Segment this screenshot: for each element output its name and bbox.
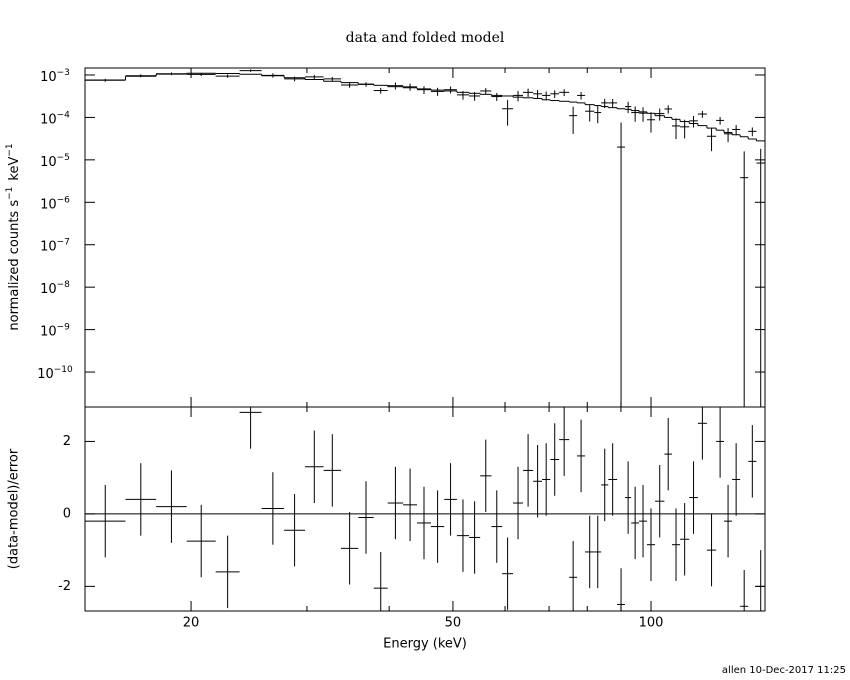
y-tick-base: 10 [40, 197, 57, 212]
x-tick-label: 20 [183, 616, 200, 631]
y-tick-label: 10−7 [40, 237, 70, 254]
y-tick-exp: −4 [57, 110, 71, 120]
residual-tick-label: 2 [63, 434, 71, 449]
chart-title: data and folded model [346, 30, 505, 46]
y-tick-base: 10 [40, 282, 57, 297]
y-tick-label: 10−3 [40, 67, 70, 84]
y-tick-exp: −5 [57, 152, 70, 162]
plot-frame [84, 67, 766, 612]
y-tick-label: 10−8 [40, 280, 70, 297]
y-tick-exp: −9 [57, 322, 71, 332]
x-axis-label: Energy (keV) [383, 637, 467, 652]
x-tick-label: 50 [445, 616, 462, 631]
y-label-text: keV [7, 157, 22, 181]
y-tick-label: 10−9 [40, 322, 70, 339]
y-tick-base: 10 [40, 324, 57, 339]
residual-tick-label: 0 [63, 506, 71, 521]
y-tick-label: 10−4 [40, 110, 70, 127]
y-tick-base: 10 [40, 239, 57, 254]
y-tick-label: 10−5 [40, 152, 70, 169]
top-panel [85, 69, 765, 407]
y-tick-base: 10 [40, 154, 57, 169]
residual-panel [85, 407, 765, 611]
y-tick-base: 10 [40, 112, 57, 127]
residual-tick-label: -2 [58, 579, 71, 594]
y-tick-label: 10−10 [37, 365, 73, 382]
y-tick-label: 10−6 [40, 195, 70, 212]
y-tick-base: 10 [40, 69, 57, 84]
y-label-text: normalized counts s [7, 200, 22, 331]
y-axis-label: normalized counts s−1keV−1 [5, 143, 22, 330]
y-label-sup: −1 [5, 143, 15, 156]
y-tick-exp: −3 [57, 67, 70, 77]
y-tick-exp: −7 [57, 237, 70, 247]
y-tick-exp: −10 [54, 365, 73, 375]
footer: allen 10-Dec-2017 11:25 [722, 665, 846, 676]
y-tick-exp: −8 [57, 280, 71, 290]
y-tick-base: 10 [37, 367, 54, 382]
y-tick-exp: −6 [57, 195, 71, 205]
x-tick-label: 100 [639, 616, 664, 631]
y-label-sup: −1 [5, 187, 15, 200]
residual-y-label: (data-model)/error [7, 448, 22, 569]
